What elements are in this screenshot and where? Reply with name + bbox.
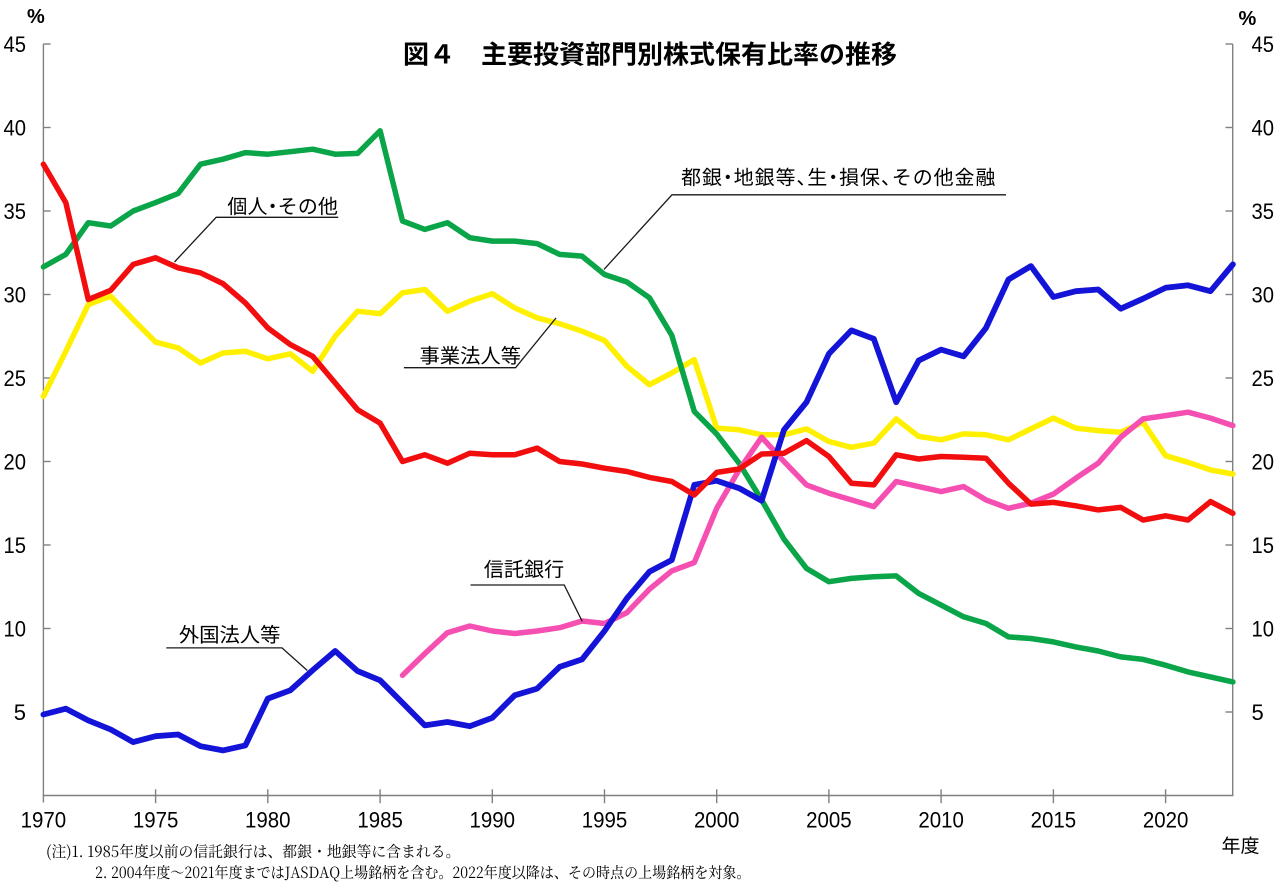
svg-text:30: 30 — [1252, 282, 1275, 307]
svg-text:15: 15 — [4, 533, 27, 558]
svg-text:40: 40 — [4, 115, 27, 140]
svg-text:1980: 1980 — [245, 808, 291, 833]
svg-text:2000: 2000 — [694, 808, 740, 833]
svg-text:1970: 1970 — [21, 808, 67, 833]
svg-text:2015: 2015 — [1031, 808, 1077, 833]
svg-text:15: 15 — [1252, 533, 1275, 558]
svg-text:45: 45 — [1252, 32, 1275, 57]
svg-text:35: 35 — [1252, 199, 1275, 224]
svg-text:30: 30 — [4, 282, 27, 307]
svg-text:2020: 2020 — [1143, 808, 1189, 833]
svg-text:20: 20 — [1252, 449, 1275, 474]
svg-text:%: % — [1239, 8, 1257, 30]
svg-text:1985: 1985 — [357, 808, 403, 833]
svg-text:5: 5 — [1252, 700, 1264, 725]
svg-text:25: 25 — [1252, 366, 1275, 391]
svg-text:2010: 2010 — [918, 808, 964, 833]
svg-text:2005: 2005 — [806, 808, 852, 833]
svg-text:5: 5 — [14, 700, 26, 725]
svg-text:20: 20 — [4, 449, 27, 474]
svg-text:10: 10 — [4, 616, 27, 641]
svg-text:1975: 1975 — [133, 808, 179, 833]
svg-text:45: 45 — [4, 32, 27, 57]
svg-text:1995: 1995 — [582, 808, 628, 833]
svg-text:35: 35 — [4, 199, 27, 224]
svg-text:1990: 1990 — [470, 808, 516, 833]
svg-text:10: 10 — [1252, 616, 1275, 641]
svg-text:25: 25 — [4, 366, 27, 391]
svg-text:%: % — [27, 6, 45, 28]
svg-text:40: 40 — [1252, 115, 1275, 140]
